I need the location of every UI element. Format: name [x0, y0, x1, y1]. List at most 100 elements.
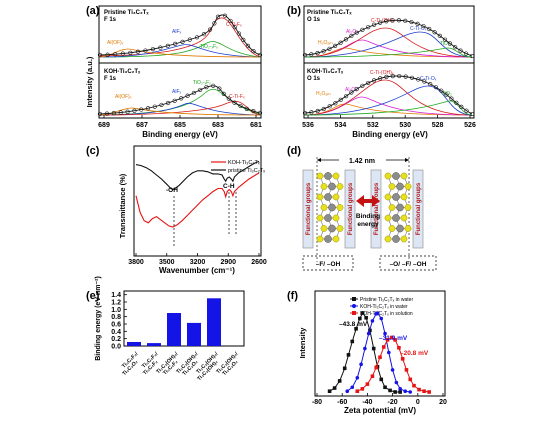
f-point [359, 362, 363, 367]
a-bottom-point [139, 107, 144, 112]
b-top-peak-ctioh: C-Ti-(OH)ₓ [371, 18, 395, 24]
panel-e: (e) 0.00.20.40.60.81.01.21.4Ti₃C₂F₂/Ti₃C… [86, 276, 245, 382]
b-top-point [338, 40, 343, 45]
f-point [390, 368, 395, 372]
a-bottom-point [226, 96, 231, 101]
f-point [366, 331, 371, 336]
b-top-point [372, 22, 377, 27]
panel-b-top-subtitle: O 1s [307, 17, 321, 23]
f-x-tick-label: 20 [439, 399, 447, 406]
b-bottom-point [333, 101, 338, 106]
b-top-point [396, 18, 402, 23]
d-distance-label: 1.42 nm [349, 158, 375, 165]
a-top-point [150, 47, 156, 52]
a-top-data-points [97, 13, 263, 58]
d-fg-box-2 [344, 169, 356, 249]
panel-f-label: (f) [287, 290, 298, 302]
b-bottom-peak-h2o-curve [304, 103, 473, 116]
a-bottom-point [166, 100, 171, 106]
b-bottom-point [360, 83, 365, 88]
a-bottom-point [145, 106, 151, 111]
b-bottom-peak-tio2-curve [304, 100, 473, 116]
f-x-tick-label: -60 [337, 399, 347, 406]
b-bottom-data-points [302, 73, 475, 117]
f-legend-kohw: KOH-Ti₃C₂Tₓ in water [360, 304, 408, 310]
f-point [422, 389, 426, 394]
f-point [378, 355, 382, 360]
b-bottom-point [428, 82, 433, 87]
d-right-fg-atom [384, 172, 392, 180]
a-bottom-point [257, 110, 263, 116]
d-binding-label-1: Binding [356, 213, 380, 220]
panel-b-bottom-subtitle: O 1s [307, 76, 321, 82]
a-x-tick-label: 685 [174, 122, 186, 129]
e-bar [147, 343, 161, 346]
e-y-tick-label: 0.8 [111, 314, 121, 321]
f-point [345, 389, 350, 394]
c-series-1 [135, 160, 260, 191]
a-bottom-point [232, 100, 237, 105]
panel-b-xticks: 536 534 532 530 528 526 [302, 115, 476, 129]
d-bottom-box-left [302, 255, 354, 271]
b-bottom-point [397, 73, 402, 79]
f-point [408, 390, 413, 394]
b-top-peak-tio2: TiO₂ [440, 41, 450, 47]
d-left-ti-atom [328, 203, 336, 212]
panel-b-bottom-frame [303, 62, 475, 119]
c-ch-label: C-H [223, 183, 235, 190]
a-top-point [251, 49, 256, 54]
b-top-peak-al2o3: Al₂O₃ [346, 29, 358, 35]
a-top-point [113, 52, 118, 57]
f-point [387, 350, 391, 355]
f-x-tick-label: -20 [388, 399, 398, 406]
f-x-tick-label: 0 [416, 399, 420, 406]
f-point [379, 377, 384, 382]
f-point [394, 380, 399, 385]
b-top-peak-ctio: C-Ti-Oₓ [410, 26, 427, 32]
d-right-ti-atom [392, 172, 400, 180]
b-bottom-point [327, 104, 332, 109]
a-top-peak-ctif: C-Ti-Fₓ [226, 22, 242, 28]
d-binding-label-2: energy [357, 221, 379, 228]
d-left-fg-atom [336, 204, 344, 211]
a-top-point [257, 52, 263, 58]
panel-f-xticks: -80 -60 -40 -20 0 20 [312, 393, 447, 406]
panel-a-xlabel: Binding energy (eV) [142, 130, 218, 139]
f-point [350, 385, 355, 390]
e-y-tick-label: 0.6 [111, 322, 121, 329]
panel-f-ylabel: Intensity [298, 327, 307, 359]
c-series-0 [135, 172, 260, 228]
e-bar [207, 298, 221, 346]
d-left-fg-atom [332, 214, 340, 222]
d-left-structure [316, 172, 344, 243]
d-left-fg-atom [320, 204, 328, 211]
b-top-point [390, 18, 395, 23]
panel-b-label: (b) [287, 5, 301, 17]
b-top-peak-tio2-curve [304, 47, 473, 58]
e-y-tick-label: 1.4 [111, 292, 121, 299]
d-double-arrow [356, 195, 380, 207]
a-bottom-point [217, 86, 222, 91]
a-bottom-point [179, 96, 184, 101]
d-right-fg-atom [400, 235, 408, 243]
b-bottom-point [422, 79, 427, 84]
f-point [360, 311, 365, 315]
a-bottom-point [238, 103, 243, 109]
b-bottom-point [349, 90, 354, 95]
d-right-fg-atom [404, 225, 412, 232]
panel-d: (d) 1.42 nm Functional groups Functional… [287, 145, 437, 271]
d-left-fg-atom [316, 214, 324, 222]
f-annot-kohw: –31.9 mV [379, 335, 408, 342]
d-right-fg-atom [388, 225, 396, 232]
c-legend-koh: KOH-Ti₃C₂Tₓ [228, 160, 260, 166]
c-x-tick-label: 3800 [128, 259, 144, 266]
f-point [427, 390, 431, 394]
b-top-point [453, 45, 458, 50]
d-fg-label-4: Functional groups [416, 182, 422, 235]
panel-a-ylabel: Intensity (a.u.) [85, 56, 94, 107]
a-bottom-peak-tio: TiO₂-ₓFₓ [193, 80, 211, 86]
panel-a-top-subtitle: F 1s [104, 17, 117, 23]
d-right-fg-atom [404, 183, 412, 190]
b-bottom-point [354, 86, 359, 92]
a-x-tick-label: 689 [98, 122, 110, 129]
